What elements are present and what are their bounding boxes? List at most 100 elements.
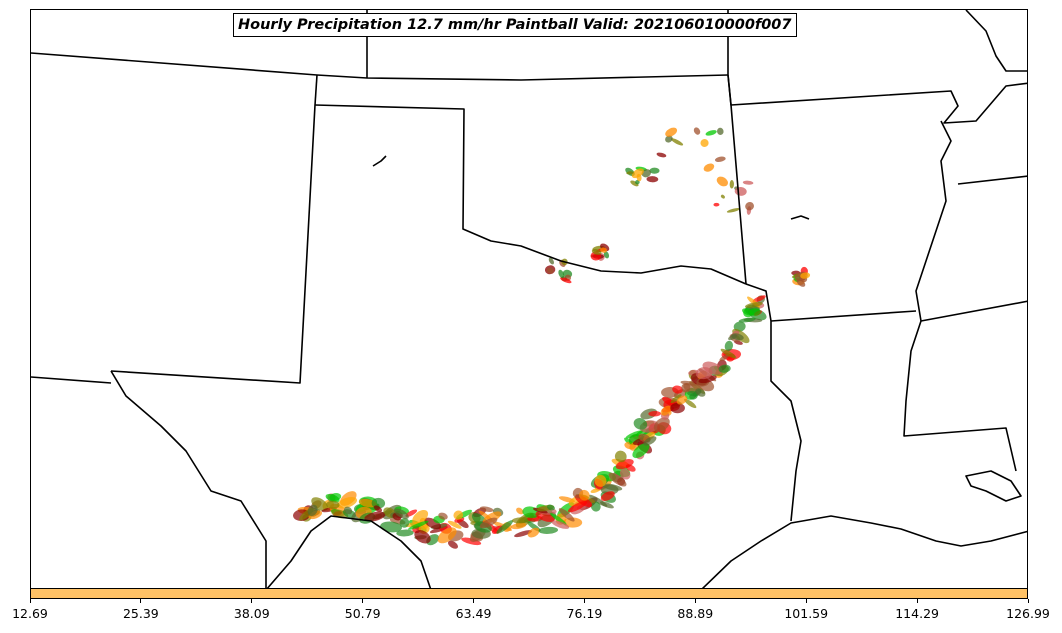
precip-blob bbox=[728, 334, 738, 341]
precip-blob bbox=[325, 493, 340, 503]
precip-blob bbox=[364, 511, 386, 522]
map-canvas bbox=[31, 10, 1027, 588]
precip-blob bbox=[558, 269, 565, 279]
precip-blob bbox=[670, 394, 682, 404]
precipitation-paintball-layer bbox=[293, 127, 811, 549]
precip-blob bbox=[551, 520, 570, 529]
precip-blob bbox=[408, 520, 429, 530]
precip-blob bbox=[600, 247, 608, 253]
precip-blob bbox=[603, 251, 610, 259]
precip-blob bbox=[744, 301, 763, 308]
precip-blob bbox=[738, 317, 756, 323]
precip-blob bbox=[405, 509, 418, 517]
colorbar-tick bbox=[694, 599, 696, 603]
precip-blob bbox=[336, 497, 358, 509]
precip-blob bbox=[630, 180, 639, 187]
precip-blob bbox=[344, 506, 353, 515]
precip-blob bbox=[414, 530, 431, 544]
precip-blob bbox=[670, 138, 684, 146]
missouri-kentucky-border bbox=[957, 175, 1027, 185]
precip-blob bbox=[745, 201, 754, 211]
precip-blob bbox=[656, 152, 667, 158]
precip-blob bbox=[625, 430, 644, 439]
mexico-border bbox=[266, 515, 432, 588]
precip-blob bbox=[703, 163, 715, 172]
precip-blob bbox=[705, 130, 717, 136]
precip-blob bbox=[665, 127, 678, 137]
precip-blob bbox=[695, 367, 713, 380]
precip-blob bbox=[718, 364, 731, 373]
precip-blob bbox=[752, 295, 766, 303]
precip-blob bbox=[653, 417, 670, 432]
colorbar-tick bbox=[1027, 599, 1029, 603]
colorbar-tick-label: 88.89 bbox=[677, 606, 714, 621]
precip-blob bbox=[646, 176, 659, 183]
precip-blob bbox=[670, 402, 685, 414]
precip-blob bbox=[695, 388, 706, 397]
colorbar-tick-label: 76.19 bbox=[566, 606, 603, 621]
precip-blob bbox=[514, 530, 532, 538]
precip-blob bbox=[558, 508, 575, 522]
precip-blob bbox=[720, 194, 725, 199]
precip-blob bbox=[399, 518, 410, 528]
precip-blob bbox=[720, 348, 737, 359]
precip-blob bbox=[527, 527, 540, 538]
gulf-coast bbox=[701, 515, 1027, 588]
oklahoma-border bbox=[314, 104, 747, 285]
colorbar-tick bbox=[473, 599, 475, 603]
precip-blob bbox=[438, 512, 448, 520]
precip-blob bbox=[800, 272, 811, 279]
precip-blob bbox=[636, 173, 642, 182]
precip-blob bbox=[698, 375, 717, 384]
precip-blob bbox=[619, 468, 631, 480]
precip-blob bbox=[496, 520, 514, 534]
precip-blob bbox=[326, 500, 340, 509]
precip-blob bbox=[546, 504, 555, 511]
precip-blob bbox=[550, 513, 567, 525]
colorbar-tick bbox=[362, 599, 364, 603]
precip-blob bbox=[626, 171, 634, 175]
colorbar-tick-label: 38.09 bbox=[233, 606, 270, 621]
precip-blob bbox=[693, 127, 701, 135]
precip-blob bbox=[633, 418, 648, 430]
map-title: Hourly Precipitation 12.7 mm/hr Paintbal… bbox=[233, 13, 797, 37]
precip-blob bbox=[600, 491, 615, 501]
precip-blob bbox=[511, 517, 531, 524]
precip-blob bbox=[594, 474, 607, 487]
precip-blob bbox=[600, 501, 614, 509]
oklahoma-arkansas-border bbox=[730, 104, 747, 285]
precip-blob bbox=[447, 520, 462, 529]
precip-blob bbox=[307, 504, 318, 517]
precip-blob bbox=[625, 464, 636, 472]
colorbar-tick bbox=[916, 599, 918, 603]
colorbar-tick bbox=[29, 599, 31, 603]
precip-blob bbox=[538, 526, 559, 534]
colorbar-tick-label: 101.59 bbox=[784, 606, 829, 621]
mississippi-river bbox=[903, 120, 1017, 472]
precip-blob bbox=[684, 398, 697, 409]
east-coast-detail bbox=[965, 470, 1022, 502]
precip-blob bbox=[742, 180, 754, 185]
colorbar-tick bbox=[805, 599, 807, 603]
colorbar-tick bbox=[251, 599, 253, 603]
precip-blob bbox=[396, 529, 414, 537]
precip-blob bbox=[649, 167, 660, 174]
colorbar-tick-label: 63.49 bbox=[455, 606, 492, 621]
precip-blob bbox=[393, 508, 409, 519]
precip-blob bbox=[717, 127, 724, 135]
precip-blob bbox=[380, 521, 402, 533]
newmexico-arizona-border bbox=[31, 376, 112, 384]
precip-blob bbox=[602, 483, 623, 491]
precip-blob bbox=[748, 308, 761, 316]
precip-blob bbox=[437, 527, 457, 544]
precip-blob bbox=[548, 257, 555, 265]
precip-blob bbox=[590, 501, 601, 512]
precip-blob bbox=[424, 517, 442, 530]
precip-blob bbox=[665, 135, 673, 143]
tennessee-border bbox=[920, 300, 1027, 322]
colorbar-tick-label: 50.79 bbox=[344, 606, 381, 621]
precip-blob bbox=[632, 443, 650, 459]
precip-blob bbox=[447, 540, 458, 549]
precip-blob bbox=[660, 405, 672, 416]
lake-ok bbox=[372, 155, 387, 167]
